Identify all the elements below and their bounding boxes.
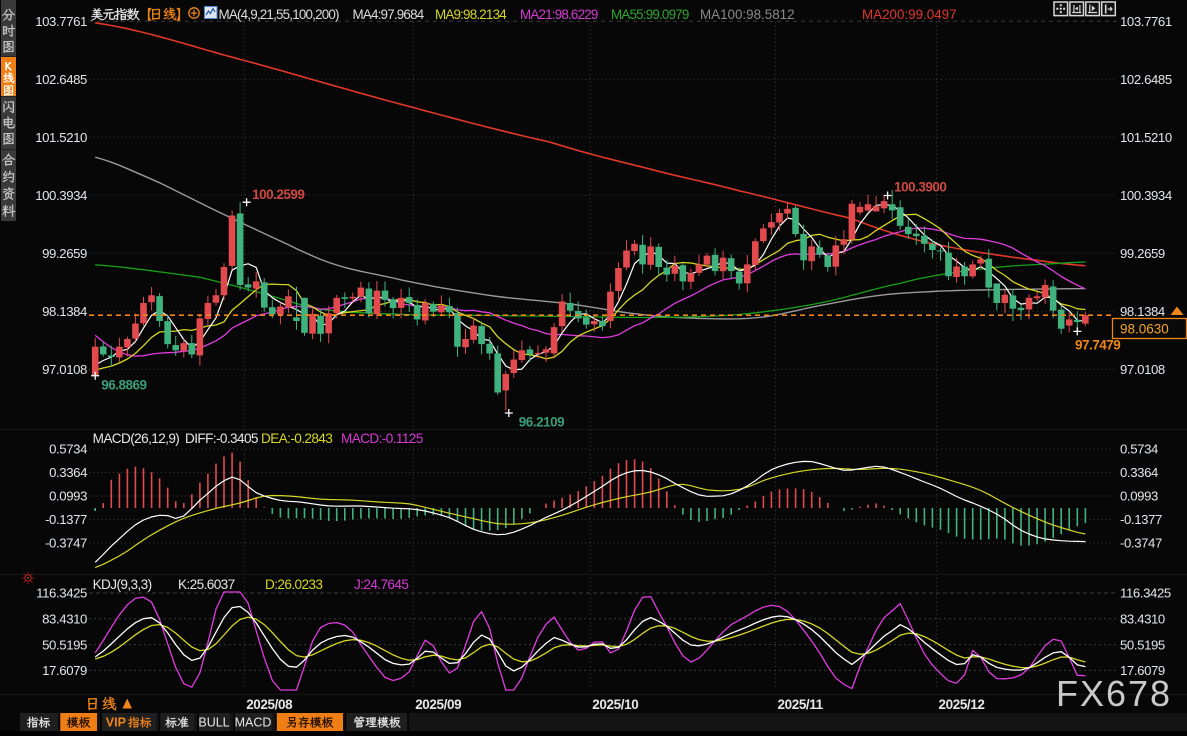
svg-text:96.2109: 96.2109	[519, 415, 564, 430]
svg-text:98.1384: 98.1384	[42, 304, 87, 319]
svg-text:101.5210: 101.5210	[1120, 130, 1172, 145]
svg-text:102.6485: 102.6485	[1120, 72, 1172, 87]
svg-text:97.0108: 97.0108	[1120, 362, 1165, 377]
svg-text:101.5210: 101.5210	[35, 130, 87, 145]
svg-text:2025/08: 2025/08	[246, 697, 293, 712]
svg-text:102.6485: 102.6485	[35, 72, 87, 87]
svg-text:99.2659: 99.2659	[42, 246, 87, 261]
svg-text:116.3425: 116.3425	[1120, 586, 1171, 601]
svg-text:J:24.7645: J:24.7645	[354, 577, 408, 592]
svg-text:MACD:-0.1125: MACD:-0.1125	[341, 431, 423, 446]
svg-text:MACD(26,12,9): MACD(26,12,9)	[93, 431, 180, 446]
svg-text:MA9:98.2134: MA9:98.2134	[435, 7, 507, 22]
svg-text:MACD: MACD	[235, 716, 272, 730]
svg-text:17.6079: 17.6079	[1120, 663, 1165, 678]
svg-text:2025/11: 2025/11	[778, 697, 824, 712]
svg-text:103.7761: 103.7761	[1120, 14, 1172, 29]
svg-text:MA200:99.0497: MA200:99.0497	[862, 7, 957, 22]
svg-text:0.0993: 0.0993	[49, 489, 87, 504]
svg-text:-0.3747: -0.3747	[45, 536, 87, 551]
svg-text:100.3934: 100.3934	[1120, 188, 1172, 203]
svg-text:-0.3747: -0.3747	[1120, 536, 1162, 551]
svg-text:2025/12: 2025/12	[939, 697, 985, 712]
svg-text:BULL: BULL	[198, 716, 229, 730]
svg-text:0.3364: 0.3364	[49, 465, 87, 480]
svg-text:50.5195: 50.5195	[42, 637, 87, 652]
svg-text:2025/10: 2025/10	[592, 697, 638, 712]
svg-text:MA55:99.0979: MA55:99.0979	[611, 7, 689, 22]
svg-text:-0.1377: -0.1377	[45, 512, 87, 527]
svg-text:D:26.0233: D:26.0233	[265, 577, 322, 592]
svg-text:50.5195: 50.5195	[1120, 637, 1165, 652]
svg-text:0.5734: 0.5734	[1120, 442, 1158, 457]
svg-text:116.3425: 116.3425	[36, 586, 87, 601]
svg-text:99.2659: 99.2659	[1120, 246, 1165, 261]
svg-text:VIP: VIP	[106, 716, 126, 730]
svg-text:100.3900: 100.3900	[894, 180, 946, 195]
svg-text:96.8869: 96.8869	[101, 378, 146, 393]
svg-text:MA(4,9,21,55,100,200): MA(4,9,21,55,100,200)	[219, 7, 340, 22]
svg-text:83.4310: 83.4310	[1120, 612, 1165, 627]
svg-text:97.7479: 97.7479	[1075, 338, 1120, 353]
svg-text:83.4310: 83.4310	[42, 612, 87, 627]
svg-text:-0.1377: -0.1377	[1120, 512, 1162, 527]
svg-text:100.2599: 100.2599	[252, 187, 304, 202]
svg-text:0.5734: 0.5734	[49, 442, 87, 457]
svg-text:98.0630: 98.0630	[1120, 322, 1169, 337]
svg-text:DIFF:-0.3405: DIFF:-0.3405	[185, 431, 258, 446]
svg-text:DEA:-0.2843: DEA:-0.2843	[261, 431, 332, 446]
svg-text:MA100:98.5812: MA100:98.5812	[700, 7, 795, 22]
svg-text:97.0108: 97.0108	[42, 362, 87, 377]
svg-text:17.6079: 17.6079	[42, 663, 87, 678]
svg-text:KDJ(9,3,3): KDJ(9,3,3)	[93, 577, 152, 592]
svg-text:98.1384: 98.1384	[1120, 304, 1165, 319]
svg-text:FX678: FX678	[1056, 673, 1172, 714]
svg-text:0.0993: 0.0993	[1120, 489, 1158, 504]
svg-text:0.3364: 0.3364	[1120, 465, 1158, 480]
svg-text:MA21:98.6229: MA21:98.6229	[520, 7, 598, 22]
svg-text:K:25.6037: K:25.6037	[178, 577, 235, 592]
svg-text:103.7761: 103.7761	[35, 14, 87, 29]
svg-text:100.3934: 100.3934	[35, 188, 87, 203]
svg-text:MA4:97.9684: MA4:97.9684	[353, 7, 425, 22]
svg-text:2025/09: 2025/09	[415, 697, 461, 712]
